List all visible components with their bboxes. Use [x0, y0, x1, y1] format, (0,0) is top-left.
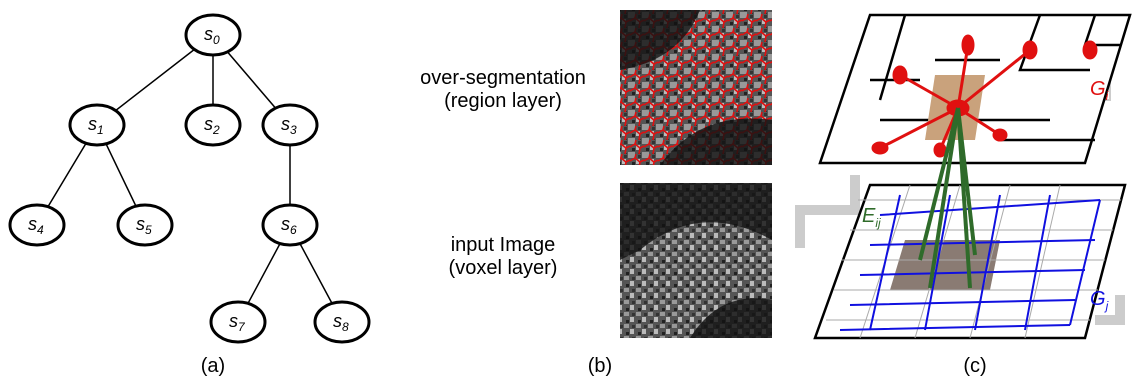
graph-diagram [800, 15, 1130, 338]
tree-node: s0 [186, 15, 240, 55]
tree-node: s4 [10, 205, 64, 245]
caption: (b) [588, 355, 612, 377]
tree-node: s7 [211, 302, 265, 342]
tree-node: s8 [315, 302, 369, 342]
graph-label: Gj [1090, 288, 1109, 313]
layer-label: input Image [451, 234, 556, 256]
caption: (a) [201, 355, 225, 377]
tree-node: s5 [118, 205, 172, 245]
tree-node: s6 [263, 205, 317, 245]
tree-edges [37, 35, 342, 322]
tree-nodes: s0 s1 s2 s3 s4 s5 s6 s7 s8 [10, 15, 369, 342]
tree-node: s2 [186, 105, 240, 145]
tree-node: s1 [70, 105, 124, 145]
layer-label: (voxel layer) [449, 257, 558, 279]
tree-node: s3 [263, 105, 317, 145]
layer-label: over-segmentation [420, 67, 586, 89]
figure: s0 s1 s2 s3 s4 s5 s6 s7 s8 (a) over-segmentation… [0, 0, 1137, 387]
layer-label: (region layer) [444, 90, 562, 112]
caption: (c) [963, 355, 986, 377]
